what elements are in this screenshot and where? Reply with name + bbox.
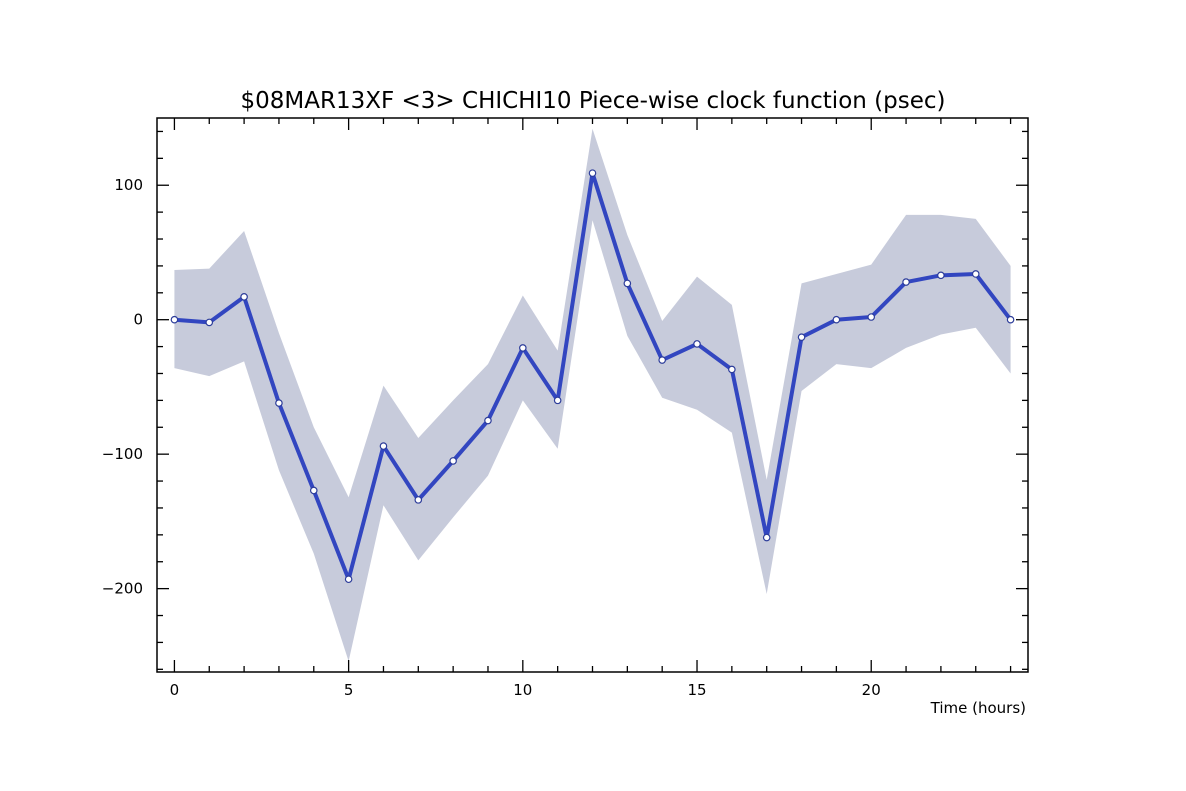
data-point-7 [414, 496, 423, 504]
x-tick-label-10: 10 [513, 681, 532, 699]
y-tick-label-100: 100 [114, 176, 143, 194]
x-tick-label-20: 20 [862, 681, 881, 699]
data-point-9 [484, 416, 492, 425]
uncertainty-band [174, 128, 1011, 662]
data-point-12 [588, 169, 597, 177]
tick-marks-layer [157, 118, 1028, 672]
data-point-23 [971, 270, 980, 278]
x-tick-label-15: 15 [687, 681, 706, 699]
data-point-8 [449, 457, 457, 465]
y-tick-label--100: −100 [102, 445, 143, 463]
data-point-17 [762, 533, 771, 542]
y-tick-label-0: 0 [133, 311, 143, 329]
data-point-1 [205, 318, 214, 327]
x-tick-label-0: 0 [170, 681, 180, 699]
data-point-10 [519, 344, 527, 352]
chart-title: $08MAR13XF <3> CHICHI10 Piece-wise clock… [241, 88, 946, 114]
data-point-13 [623, 279, 632, 288]
data-point-4 [309, 486, 318, 495]
x-axis-label: Time (hours) [930, 699, 1026, 717]
y-tick-label--200: −200 [102, 580, 143, 598]
data-point-layer [170, 169, 1015, 584]
data-point-2 [240, 293, 248, 301]
data-point-15 [693, 340, 701, 348]
data-point-14 [658, 356, 666, 364]
data-point-11 [553, 396, 562, 405]
data-point-0 [170, 315, 179, 324]
data-point-20 [867, 313, 876, 321]
data-point-5 [344, 575, 353, 584]
data-point-18 [797, 333, 806, 341]
uncertainty-band-layer [174, 128, 1011, 662]
data-point-16 [728, 365, 736, 374]
data-point-24 [1006, 315, 1015, 324]
data-point-22 [937, 271, 945, 280]
data-point-21 [902, 278, 910, 286]
tick-labels-layer: 0 5 10 15 20 −200 −100 0 100 [102, 176, 881, 699]
data-point-3 [275, 399, 283, 407]
data-point-19 [832, 315, 841, 324]
x-tick-label-5: 5 [344, 681, 354, 699]
data-point-6 [379, 442, 388, 450]
